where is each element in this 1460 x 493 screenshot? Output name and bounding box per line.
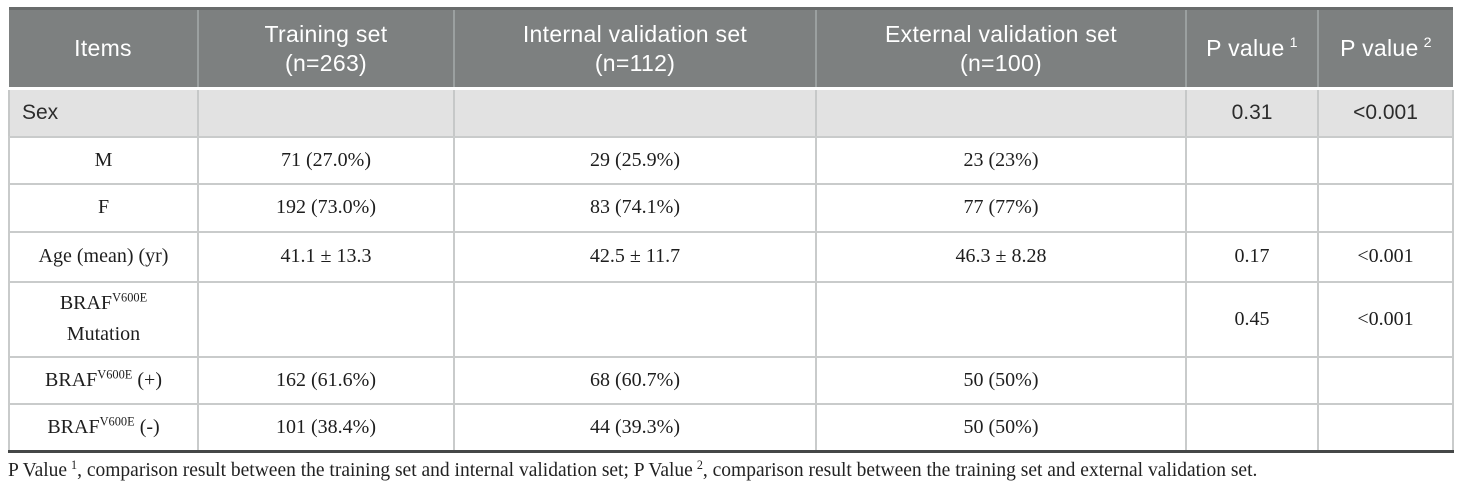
pvalue2-cell xyxy=(1317,136,1454,185)
external-cell: 50 (50%) xyxy=(815,403,1186,453)
patient-characteristics-table: Items Training set (n=263) Internal vali… xyxy=(8,7,1454,453)
col-header-pvalue1: P value 1 xyxy=(1185,7,1318,90)
col-header-items: Items xyxy=(9,7,198,90)
external-cell xyxy=(815,88,1186,138)
item-label-line1: BRAFV600E xyxy=(11,288,196,319)
pvalue1-cell: 0.45 xyxy=(1185,281,1318,358)
col-header-external-line2: (n=100) xyxy=(959,49,1043,76)
gene-variant-superscript: V600E xyxy=(97,366,133,381)
pvalue1-cell xyxy=(1185,403,1318,453)
col-header-pvalue1-label: P value xyxy=(1206,35,1285,61)
col-header-pvalue2: P value 2 xyxy=(1317,7,1453,90)
item-label: M xyxy=(94,148,113,171)
header-row: Items Training set (n=263) Internal vali… xyxy=(9,7,1453,90)
pvalue2-cell: <0.001 xyxy=(1317,88,1454,138)
row-braf-positive: BRAFV600E (+) 162 (61.6%) 68 (60.7%) 50 … xyxy=(8,356,1454,405)
col-header-pvalue2-label: P value xyxy=(1340,35,1419,61)
row-sex: Sex 0.31 <0.001 xyxy=(8,88,1454,138)
internal-cell xyxy=(453,88,816,138)
training-cell: 162 (61.6%) xyxy=(197,356,454,405)
col-header-external-line1: External validation set xyxy=(885,20,1117,47)
pvalue2-cell: <0.001 xyxy=(1317,281,1454,358)
gene-variant-superscript: V600E xyxy=(99,414,135,429)
footnote-pvalue2-superscript: 2 xyxy=(696,457,703,472)
pvalue1-superscript: 1 xyxy=(1289,35,1298,52)
item-label: Age (mean) (yr) xyxy=(38,245,169,267)
item-label-suffix: (-) xyxy=(134,415,160,438)
col-header-items-label: Items xyxy=(74,35,132,61)
row-male: M 71 (27.0%) 29 (25.9%) 23 (23%) xyxy=(8,136,1454,185)
col-header-internal-line1: Internal validation set xyxy=(522,20,748,47)
external-cell: 50 (50%) xyxy=(815,356,1186,405)
row-braf-negative: BRAFV600E (-) 101 (38.4%) 44 (39.3%) 50 … xyxy=(8,403,1454,453)
external-cell: 23 (23%) xyxy=(815,136,1186,185)
row-female: F 192 (73.0%) 83 (74.1%) 77 (77%) xyxy=(8,183,1454,233)
training-cell: 71 (27.0%) xyxy=(197,136,454,185)
pvalue2-cell xyxy=(1317,356,1454,405)
training-cell xyxy=(197,88,454,138)
item-label: F xyxy=(97,196,110,218)
training-cell: 192 (73.0%) xyxy=(197,183,454,233)
internal-cell xyxy=(453,281,816,358)
item-label: Sex xyxy=(22,100,59,124)
pvalue1-cell xyxy=(1185,136,1318,185)
item-cell: Age (mean) (yr) xyxy=(8,231,198,283)
pvalue2-superscript: 2 xyxy=(1423,35,1432,52)
footnote-pvalue1-superscript: 1 xyxy=(71,457,78,472)
gene-name: BRAF xyxy=(47,415,100,438)
col-header-training-line1: Training set xyxy=(264,20,388,47)
pvalue1-cell xyxy=(1185,183,1318,233)
col-header-training-set: Training set (n=263) xyxy=(197,7,454,90)
training-cell: 101 (38.4%) xyxy=(197,403,454,453)
internal-cell: 42.5 ± 11.7 xyxy=(453,231,816,283)
item-label-suffix: (+) xyxy=(132,368,162,391)
internal-cell: 29 (25.9%) xyxy=(453,136,816,185)
item-cell: Sex xyxy=(8,88,198,138)
footnote-pvalue1-text: , comparison result between the training… xyxy=(77,460,634,481)
internal-cell: 83 (74.1%) xyxy=(453,183,816,233)
item-cell: BRAFV600E (-) xyxy=(8,403,198,453)
pvalue1-cell: 0.31 xyxy=(1185,88,1318,138)
external-cell xyxy=(815,281,1186,358)
pvalue2-cell: <0.001 xyxy=(1317,231,1454,283)
footnote-pvalue2-label: P Value xyxy=(633,460,693,481)
col-header-external-validation-set: External validation set (n=100) xyxy=(815,7,1186,90)
training-cell xyxy=(197,281,454,358)
external-cell: 77 (77%) xyxy=(815,183,1186,233)
item-cell: M xyxy=(8,136,198,185)
item-cell: F xyxy=(8,183,198,233)
gene-name: BRAF xyxy=(59,292,113,314)
col-header-internal-line2: (n=112) xyxy=(594,49,676,76)
internal-cell: 44 (39.3%) xyxy=(453,403,816,453)
col-header-internal-validation-set: Internal validation set (n=112) xyxy=(453,7,816,90)
footnote-pvalue1-label: P Value xyxy=(8,460,68,481)
training-cell: 41.1 ± 13.3 xyxy=(197,231,454,283)
item-cell: BRAFV600E Mutation xyxy=(8,281,198,358)
gene-name: BRAF xyxy=(45,368,98,391)
pvalue2-cell xyxy=(1317,183,1454,233)
table-footnote: P Value 1, comparison result between the … xyxy=(8,457,1452,482)
pvalue1-cell: 0.17 xyxy=(1185,231,1318,283)
pvalue2-cell xyxy=(1317,403,1454,453)
page: Items Training set (n=263) Internal vali… xyxy=(8,7,1454,482)
external-cell: 46.3 ± 8.28 xyxy=(815,231,1186,283)
row-age: Age (mean) (yr) 41.1 ± 13.3 42.5 ± 11.7 … xyxy=(8,231,1454,283)
pvalue1-cell xyxy=(1185,356,1318,405)
item-label-line2: Mutation xyxy=(66,323,141,345)
footnote-pvalue2-text: , comparison result between the training… xyxy=(702,460,1258,481)
gene-variant-superscript: V600E xyxy=(112,290,148,305)
row-braf-mutation: BRAFV600E Mutation 0.45 <0.001 xyxy=(8,281,1454,358)
item-cell: BRAFV600E (+) xyxy=(8,356,198,405)
internal-cell: 68 (60.7%) xyxy=(453,356,816,405)
col-header-training-line2: (n=263) xyxy=(284,49,368,76)
